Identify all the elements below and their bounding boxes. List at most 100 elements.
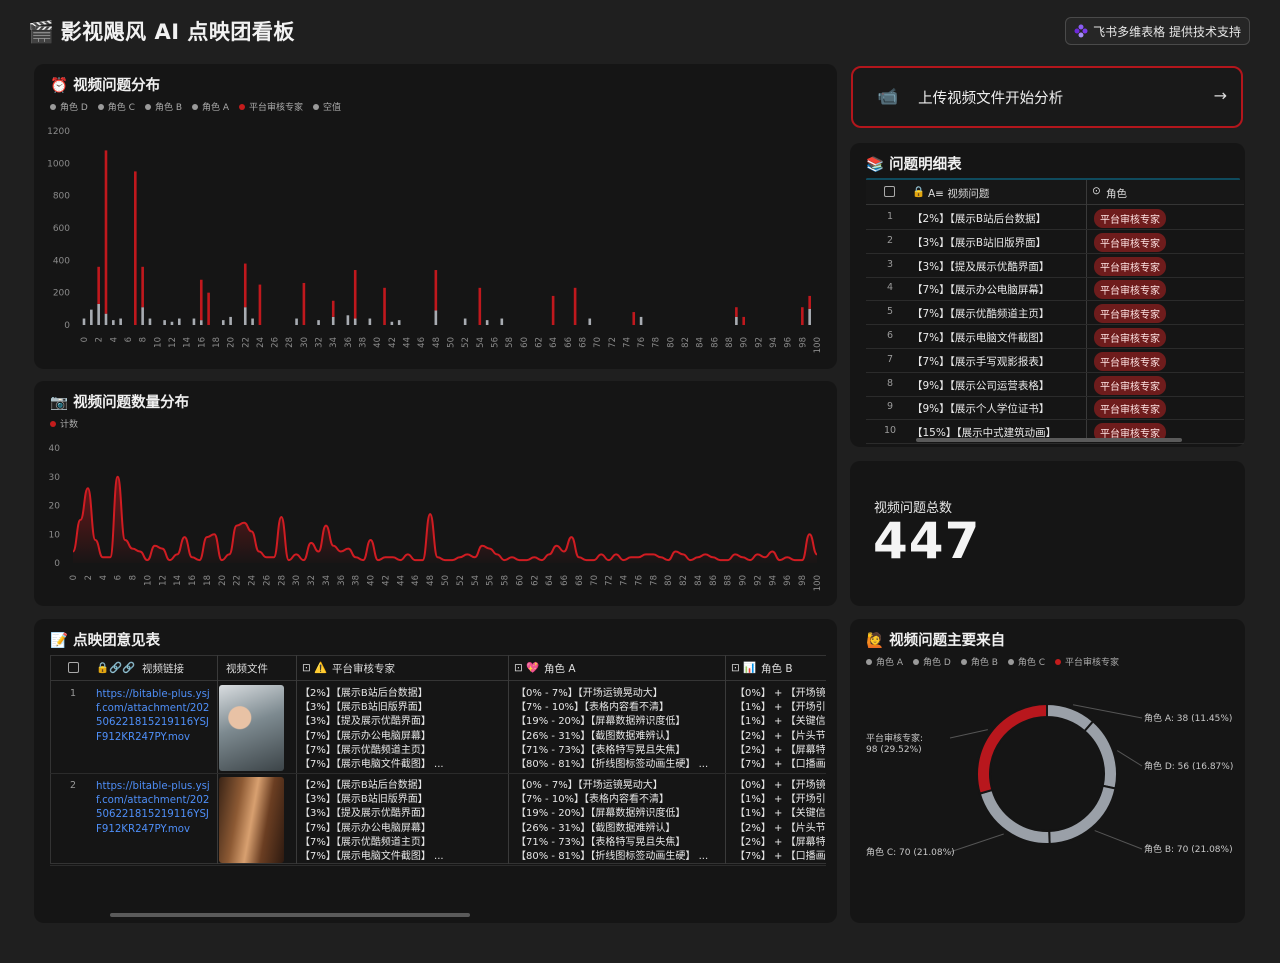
- legend-item[interactable]: 平台审核专家: [1055, 655, 1119, 668]
- feishu-brand-button[interactable]: 飞书多维表格 提供技术支持: [1065, 17, 1250, 45]
- bar-role: [317, 320, 320, 325]
- donut-slice: [976, 702, 1048, 795]
- table-row[interactable]: 9 【9%】【展示个人学位证书】 平台审核专家: [866, 396, 1244, 421]
- legend-item[interactable]: 角色 C: [1007, 655, 1045, 668]
- table-row[interactable]: 1 https://bitable-plus.ysjf.com/attachmen…: [50, 682, 826, 774]
- table-row[interactable]: 6 【7%】【展示电脑文件截图】 平台审核专家: [866, 325, 1244, 349]
- column-header-link[interactable]: 视频链接: [142, 663, 184, 675]
- legend-item[interactable]: 角色 B: [960, 655, 998, 668]
- opinion-table-title: 📝 点映团意见表: [50, 633, 161, 649]
- video-link[interactable]: https://bitable-plus.ysjf.com/attachment…: [96, 781, 210, 835]
- cell-line: 【71% - 73%】【表格特写晃且失焦】: [516, 836, 686, 848]
- bar-role: [243, 307, 247, 325]
- video-thumbnail[interactable]: [219, 777, 284, 863]
- bar-expert: [434, 270, 438, 311]
- y-tick-label: 10: [49, 530, 61, 540]
- legend-item[interactable]: 角色 A: [192, 100, 229, 113]
- detail-table-scrollbar[interactable]: [916, 438, 1182, 442]
- select-all-checkbox[interactable]: [68, 662, 79, 673]
- legend-item[interactable]: 计数: [50, 417, 78, 430]
- role-tag: 平台审核专家: [1094, 256, 1166, 276]
- table-row[interactable]: 10 【15%】【展示中式建筑动画】 平台审核专家: [866, 420, 1244, 445]
- expert-cell[interactable]: 【2%】【展示B站后台数据】 【3%】【展示B站旧版界面】 【3%】【提及展示优酷界…: [300, 687, 505, 772]
- legend-item[interactable]: 角色 B: [144, 100, 182, 113]
- upload-video-button[interactable]: 📹 上传视频文件开始分析 →: [851, 66, 1243, 128]
- role_a-cell[interactable]: 【0% - 7%】【开场运镜晃动大】 【7% - 10%】【表格内容看不清】 【19…: [516, 687, 726, 772]
- question-cell[interactable]: 【9%】【展示个人学位证书】: [912, 403, 1050, 416]
- video-link[interactable]: https://bitable-plus.ysjf.com/attachment…: [96, 689, 210, 743]
- detail-table-header: 🔒 A≡ 视频问题 ⊙ 角色: [866, 180, 1244, 205]
- table-row[interactable]: 5 【7%】【展示优酷频道主页】 平台审核专家: [866, 301, 1244, 326]
- question-cell[interactable]: 【9%】【展示公司运营表格】: [912, 379, 1050, 392]
- question-cell[interactable]: 【7%】【展示电脑文件截图】: [912, 332, 1050, 344]
- lock-link-icon: 🔒🔗🔗: [96, 662, 136, 674]
- legend-item[interactable]: 空值: [313, 100, 341, 113]
- bar-expert: [808, 295, 811, 309]
- bar-expert: [801, 307, 804, 325]
- role_b-cell[interactable]: 【0%】 + 【开场镜头晃【1%】 + 【开场引导随【1%】 + 【关键信息不【…: [735, 687, 825, 772]
- x-tick-label: 36: [344, 337, 354, 348]
- x-tick-label: 56: [486, 575, 496, 586]
- cell-line: 【7%】 + 【口播画面不: [735, 851, 825, 863]
- column-header-role[interactable]: 角色: [1106, 188, 1127, 200]
- legend-dot: [192, 103, 198, 110]
- x-tick-label: 50: [447, 337, 457, 348]
- column-divider: [217, 655, 218, 864]
- row-number: 10: [883, 425, 897, 437]
- row-number: 3: [886, 258, 894, 270]
- table-row[interactable]: 7 【7%】【展示手写观影报表】 平台审核专家: [866, 349, 1244, 373]
- leader-line: [1116, 750, 1143, 767]
- legend-item[interactable]: 角色 D: [50, 100, 88, 113]
- bar-role: [97, 303, 100, 325]
- bar-role: [331, 316, 335, 325]
- table-row[interactable]: 2 https://bitable-plus.ysjf.com/attachmen…: [50, 774, 826, 866]
- cell-line: 【7% - 10%】【表格内容看不清】: [516, 794, 670, 806]
- x-tick-label: 92: [753, 575, 763, 586]
- question-cell[interactable]: 【7%】【展示手写观影报表】: [912, 355, 1050, 368]
- column-header-role-b[interactable]: 角色 B: [761, 663, 793, 675]
- row-number: 9: [886, 401, 894, 413]
- select-all-checkbox[interactable]: [884, 186, 895, 197]
- expert-cell[interactable]: 【2%】【展示B站后台数据】 【3%】【展示B站旧版界面】 【3%】【提及展示优酷界…: [300, 779, 505, 864]
- arrow-right-icon: →: [1213, 86, 1227, 105]
- role_a-cell[interactable]: 【0% - 7%】【开场运镜晃动大】 【7% - 10%】【表格内容看不清】 【19…: [516, 779, 726, 864]
- column-header-role-a[interactable]: 角色 A: [544, 663, 576, 675]
- column-header-file[interactable]: 视频文件: [226, 663, 268, 675]
- x-tick-label: 58: [505, 337, 515, 348]
- question-cell[interactable]: 【7%】【展示优酷频道主页】: [912, 308, 1050, 321]
- table-row[interactable]: 1 【2%】【展示B站后台数据】 平台审核专家: [866, 206, 1244, 230]
- question-cell[interactable]: 【2%】【展示B站后台数据】: [912, 213, 1047, 225]
- question-cell[interactable]: 【15%】【展示中式建筑动画】: [912, 427, 1057, 440]
- role-tag: 平台审核专家: [1094, 375, 1166, 395]
- column-header-question[interactable]: A≡ 视频问题: [928, 188, 990, 200]
- legend-item[interactable]: 角色 D: [913, 655, 951, 668]
- question-cell[interactable]: 【3%】【提及展示优酷界面】: [912, 260, 1050, 273]
- table-row[interactable]: 3 【3%】【提及展示优酷界面】 平台审核专家: [866, 254, 1244, 278]
- question-cell[interactable]: 【3%】【展示B站旧版界面】: [912, 236, 1047, 249]
- x-tick-label: 44: [403, 337, 413, 348]
- opinion-table-scrollbar[interactable]: [110, 913, 470, 917]
- cell-line: 【0% - 7%】【开场运镜晃动大】: [516, 780, 663, 791]
- legend-label: 角色 B: [154, 103, 182, 113]
- legend-item[interactable]: 角色 A: [866, 655, 903, 668]
- page-title: 🎬 影视飓风 AI 点映团看板: [28, 16, 295, 46]
- role-tag: 平台审核专家: [1094, 232, 1166, 252]
- table-row[interactable]: 4 【7%】【展示办公电脑屏幕】 平台审核专家: [866, 277, 1244, 302]
- question-cell[interactable]: 【7%】【展示办公电脑屏幕】: [912, 284, 1050, 297]
- role_b-cell[interactable]: 【0%】 + 【开场镜头晃【1%】 + 【开场引导随【1%】 + 【关键信息不【…: [735, 779, 825, 864]
- table-row[interactable]: 8 【9%】【展示公司运营表格】 平台审核专家: [866, 373, 1244, 397]
- bar-expert: [199, 279, 203, 321]
- column-header-expert[interactable]: 平台审核专家: [332, 663, 395, 675]
- y-tick-label: 1000: [47, 159, 70, 169]
- legend-item[interactable]: 角色 C: [97, 100, 135, 113]
- cell-line: 【1%】 + 【开场引导随: [735, 794, 825, 806]
- x-tick-label: 42: [388, 337, 398, 348]
- x-tick-label: 0: [69, 575, 79, 580]
- y-tick-label: 0: [54, 559, 60, 569]
- leader-line: [1094, 830, 1143, 850]
- x-tick-label: 92: [754, 337, 764, 348]
- table-row[interactable]: 2 【3%】【展示B站旧版界面】 平台审核专家: [866, 230, 1244, 254]
- video-thumbnail[interactable]: [219, 685, 284, 771]
- x-tick-label: 90: [740, 337, 750, 348]
- legend-item[interactable]: 平台审核专家: [239, 100, 303, 113]
